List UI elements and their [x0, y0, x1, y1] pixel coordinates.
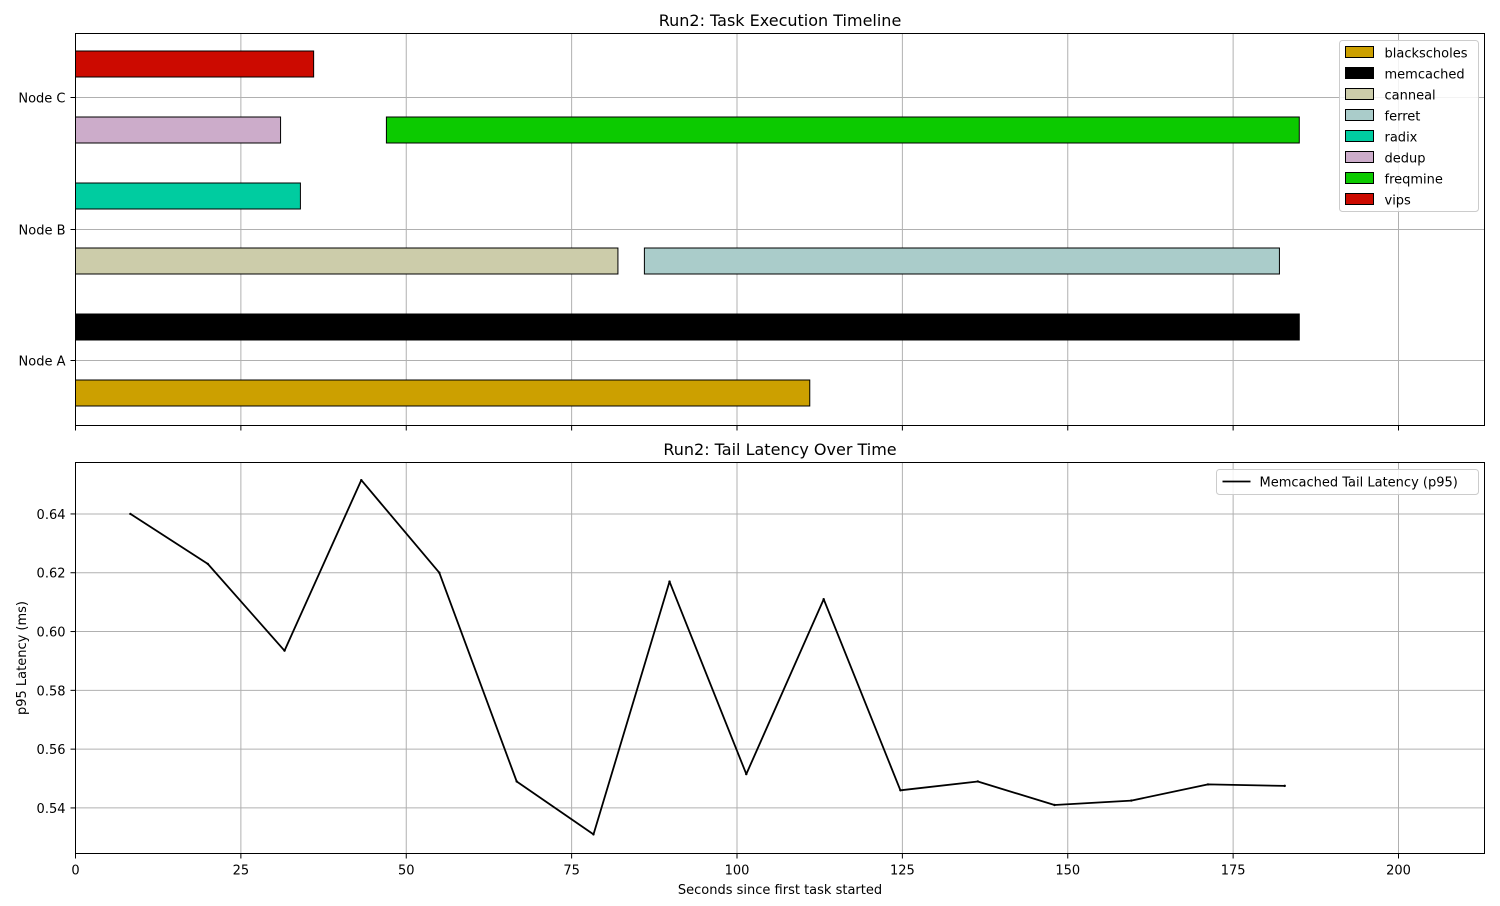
- timeline-chart: Run2: Task Execution Timeline Node CNode…: [18, 11, 1485, 431]
- latency-plot-frame: [75, 462, 1485, 854]
- timeline-bar-freqmine: [385, 116, 1300, 144]
- latency-xtick-label: 100: [725, 864, 750, 879]
- timeline-legend-swatch-radix: [1345, 130, 1374, 142]
- latency-point: [1283, 784, 1286, 788]
- latency-chart: Run2: Tail Latency Over Time 0 25 50 75 100 1…: [15, 440, 1485, 898]
- latency-point: [438, 571, 441, 574]
- timeline-legend-label: dedup: [1385, 152, 1426, 167]
- latency-ytick-label: 0.60: [37, 626, 66, 641]
- timeline-bar-vips: [75, 50, 315, 78]
- timeline-legend-label: vips: [1385, 194, 1412, 209]
- latency-point: [1053, 803, 1056, 807]
- timeline-legend-swatch-memcached: [1345, 67, 1374, 79]
- latency-xtick-label: 200: [1386, 864, 1411, 879]
- y-axis-label: p95 Latency (ms): [15, 601, 30, 715]
- latency-point: [360, 478, 363, 482]
- timeline-legend-label: memcached: [1385, 68, 1465, 83]
- timeline-legend: blackscholes memcached canneal ferret radix d…: [1339, 40, 1479, 212]
- latency-ticks: 0 25 50 75 100 125 150 175 200 0.54 0.56 0.58 0.60 0.…: [37, 508, 1411, 879]
- timeline-legend-label: blackscholes: [1385, 47, 1468, 62]
- timeline-node-label: Node A: [19, 355, 66, 370]
- timeline-bar-radix: [75, 182, 301, 210]
- timeline-legend-label: radix: [1385, 131, 1418, 146]
- latency-grid: [75, 462, 1485, 854]
- latency-point: [822, 598, 825, 601]
- timeline-grid: [75, 33, 1485, 426]
- timeline-legend-swatch-ferret: [1345, 109, 1374, 121]
- timeline-legend-swatch-canneal: [1345, 88, 1374, 100]
- latency-point: [899, 789, 902, 792]
- latency-line: [129, 479, 1285, 836]
- latency-ytick-label: 0.56: [37, 743, 66, 758]
- latency-xtick-label: 0: [71, 864, 79, 879]
- timeline-bar-memcached: [75, 313, 1300, 341]
- latency-legend-box: [1216, 469, 1479, 495]
- latency-point: [976, 780, 979, 783]
- timeline-legend-box: [1339, 40, 1479, 212]
- timeline-bar-ferret: [643, 247, 1280, 275]
- timeline-node-label: Node B: [19, 224, 66, 239]
- timeline-node-label: Node C: [18, 92, 65, 107]
- latency-point: [129, 512, 132, 516]
- latency-ytick-label: 0.54: [37, 802, 66, 817]
- latency-legend-label: Memcached Tail Latency (p95): [1260, 476, 1458, 491]
- timeline-bar-dedup: [75, 116, 282, 144]
- timeline-legend-swatch-vips: [1345, 193, 1374, 205]
- latency-xtick-label: 25: [233, 864, 250, 879]
- latency-xtick-label: 125: [890, 864, 915, 879]
- x-axis-label: Seconds since first task started: [678, 883, 882, 898]
- timeline-legend-swatch-freqmine: [1345, 172, 1374, 184]
- timeline-legend-swatch-dedup: [1345, 151, 1374, 163]
- latency-ytick-label: 0.58: [37, 684, 66, 699]
- timeline-bar-canneal: [75, 247, 619, 275]
- timeline-bar-blackscholes: [75, 379, 811, 407]
- latency-xtick-label: 50: [398, 864, 415, 879]
- latency-xtick-label: 175: [1221, 864, 1246, 879]
- latency-point: [515, 780, 518, 783]
- latency-ytick-label: 0.64: [37, 508, 66, 523]
- timeline-legend-swatch-blackscholes: [1345, 46, 1374, 58]
- timeline-legend-label: ferret: [1385, 110, 1421, 125]
- latency-point: [283, 649, 286, 652]
- latency-xtick-label: 150: [1055, 864, 1080, 879]
- timeline-ticks: Node C Node B Node A: [18, 92, 1400, 431]
- latency-point: [668, 580, 671, 583]
- timeline-legend-label: canneal: [1385, 89, 1436, 104]
- latency-point: [206, 562, 210, 566]
- latency-point: [592, 833, 595, 836]
- latency-legend: Memcached Tail Latency (p95): [1216, 469, 1479, 495]
- timeline-legend-label: freqmine: [1385, 173, 1443, 188]
- latency-series: [129, 478, 1286, 836]
- latency-point: [1130, 799, 1133, 802]
- timeline-bars: [75, 50, 1300, 407]
- latency-ytick-label: 0.62: [37, 567, 66, 582]
- latency-point: [1206, 783, 1210, 786]
- timeline-title: Run2: Task Execution Timeline: [659, 11, 902, 30]
- latency-xtick-label: 75: [563, 864, 580, 879]
- latency-title: Run2: Tail Latency Over Time: [663, 440, 896, 459]
- latency-point: [745, 772, 748, 776]
